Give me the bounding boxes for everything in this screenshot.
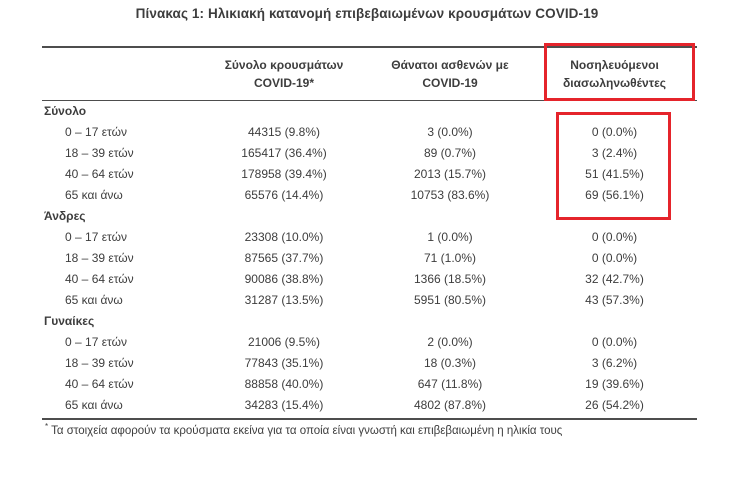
table-row: 18 – 39 ετών 77843 (35.1%) 18 (0.3%) 3 (… <box>42 353 697 374</box>
age-label: 0 – 17 ετών <box>65 125 127 139</box>
intubated-value: 19 (39.6%) <box>585 377 644 391</box>
intubated-value: 51 (41.5%) <box>585 167 644 181</box>
table-row: 0 – 17 ετών 23308 (10.0%) 1 (0.0%) 0 (0.… <box>42 227 697 248</box>
deaths-value: 18 (0.3%) <box>423 356 477 370</box>
age-label: 18 – 39 ετών <box>65 146 134 160</box>
header-intubated: Νοσηλευόμενοι διασωληνωθέντες <box>532 48 697 100</box>
section-label-total: Σύνολο <box>44 104 87 118</box>
age-label: 65 και άνω <box>65 398 123 412</box>
age-label: 40 – 64 ετών <box>65 377 134 391</box>
deaths-value: 647 (11.8%) <box>417 377 483 391</box>
section-row-men: Άνδρες <box>42 206 697 227</box>
table-row: 18 – 39 ετών 165417 (36.4%) 89 (0.7%) 3 … <box>42 143 697 164</box>
intubated-value: 0 (0.0%) <box>591 335 638 349</box>
section-label-women: Γυναίκες <box>44 314 95 328</box>
cases-value: 21006 (9.5%) <box>247 335 321 349</box>
deaths-value: 2013 (15.7%) <box>413 167 487 181</box>
age-label: 18 – 39 ετών <box>65 251 134 265</box>
age-label: 40 – 64 ετών <box>65 272 134 286</box>
table-title: Πίνακας 1: Ηλικιακή κατανομή επιβεβαιωμέ… <box>135 6 599 21</box>
header-total-cases-line1: Σύνολο κρουσμάτων <box>224 58 344 72</box>
section-label-men: Άνδρες <box>44 209 86 223</box>
deaths-value: 2 (0.0%) <box>427 335 473 349</box>
age-label: 0 – 17 ετών <box>65 230 127 244</box>
intubated-value: 0 (0.0%) <box>591 251 638 265</box>
cases-value: 23308 (10.0%) <box>244 230 324 244</box>
table-row: 0 – 17 ετών 21006 (9.5%) 2 (0.0%) 0 (0.0… <box>42 332 697 353</box>
deaths-value: 5951 (80.5%) <box>413 293 487 307</box>
table-bottom-rule <box>42 417 697 420</box>
table-row: 40 – 64 ετών 90086 (38.8%) 1366 (18.5%) … <box>42 269 697 290</box>
cases-value: 90086 (38.8%) <box>244 272 324 286</box>
age-label: 40 – 64 ετών <box>65 167 134 181</box>
age-label: 65 και άνω <box>65 188 123 202</box>
table-row: 40 – 64 ετών 88858 (40.0%) 647 (11.8%) 1… <box>42 374 697 395</box>
intubated-value: 69 (56.1%) <box>585 188 644 202</box>
intubated-value: 0 (0.0%) <box>591 230 638 244</box>
header-empty <box>42 48 200 100</box>
cases-value: 165417 (36.4%) <box>241 146 327 160</box>
intubated-value: 26 (54.2%) <box>585 398 644 412</box>
covid-age-distribution-table: Σύνολο κρουσμάτων COVID-19* Θάνατοι ασθε… <box>42 46 697 420</box>
deaths-value: 1366 (18.5%) <box>413 272 487 286</box>
cases-value: 44315 (9.8%) <box>247 125 321 139</box>
table-row: 65 και άνω 31287 (13.5%) 5951 (80.5%) 43… <box>42 290 697 311</box>
section-row-women: Γυναίκες <box>42 311 697 332</box>
age-label: 0 – 17 ετών <box>65 335 127 349</box>
table-row: 65 και άνω 65576 (14.4%) 10753 (83.6%) 6… <box>42 185 697 206</box>
header-deaths-line1: Θάνατοι ασθενών με <box>391 58 509 72</box>
cases-value: 178958 (39.4%) <box>241 167 327 181</box>
cases-value: 88858 (40.0%) <box>244 377 324 391</box>
cases-value: 87565 (37.7%) <box>244 251 324 265</box>
intubated-value: 43 (57.3%) <box>585 293 644 307</box>
table-body: Σύνολο 0 – 17 ετών 44315 (9.8%) 3 (0.0%)… <box>42 101 697 420</box>
table-row: 18 – 39 ετών 87565 (37.7%) 71 (1.0%) 0 (… <box>42 248 697 269</box>
cases-value: 77843 (35.1%) <box>244 356 324 370</box>
intubated-value: 32 (42.7%) <box>585 272 644 286</box>
intubated-value: 0 (0.0%) <box>591 125 638 139</box>
header-deaths: Θάνατοι ασθενών με COVID-19 <box>368 48 532 100</box>
header-deaths-line2: COVID-19 <box>422 76 478 90</box>
footnote-asterisk: * <box>45 422 49 431</box>
cases-value: 65576 (14.4%) <box>244 188 324 202</box>
footnote-text: Τα στοιχεία αφορούν τα κρούσματα εκείνα … <box>51 424 563 437</box>
deaths-value: 10753 (83.6%) <box>410 188 490 202</box>
table-row: 0 – 17 ετών 44315 (9.8%) 3 (0.0%) 0 (0.0… <box>42 122 697 143</box>
table-footnote: * Τα στοιχεία αφορούν τα κρούσματα εκείνα… <box>45 422 705 437</box>
table-row: 40 – 64 ετών 178958 (39.4%) 2013 (15.7%)… <box>42 164 697 185</box>
deaths-value: 1 (0.0%) <box>427 230 473 244</box>
header-intubated-line1: Νοσηλευόμενοι <box>570 58 659 72</box>
age-label: 65 και άνω <box>65 293 123 307</box>
cases-value: 34283 (15.4%) <box>244 398 324 412</box>
intubated-value: 3 (6.2%) <box>591 356 638 370</box>
section-row-total: Σύνολο <box>42 101 697 122</box>
header-intubated-line2: διασωληνωθέντες <box>562 76 666 90</box>
cases-value: 31287 (13.5%) <box>244 293 324 307</box>
deaths-value: 3 (0.0%) <box>427 125 473 139</box>
deaths-value: 89 (0.7%) <box>423 146 477 160</box>
table-header-row: Σύνολο κρουσμάτων COVID-19* Θάνατοι ασθε… <box>42 46 697 101</box>
deaths-value: 4802 (87.8%) <box>413 398 487 412</box>
age-label: 18 – 39 ετών <box>65 356 134 370</box>
header-total-cases-line2: COVID-19* <box>253 76 315 90</box>
header-total-cases: Σύνολο κρουσμάτων COVID-19* <box>200 48 368 100</box>
table-row: 65 και άνω 34283 (15.4%) 4802 (87.8%) 26… <box>42 395 697 416</box>
deaths-value: 71 (1.0%) <box>423 251 477 265</box>
intubated-value: 3 (2.4%) <box>591 146 638 160</box>
